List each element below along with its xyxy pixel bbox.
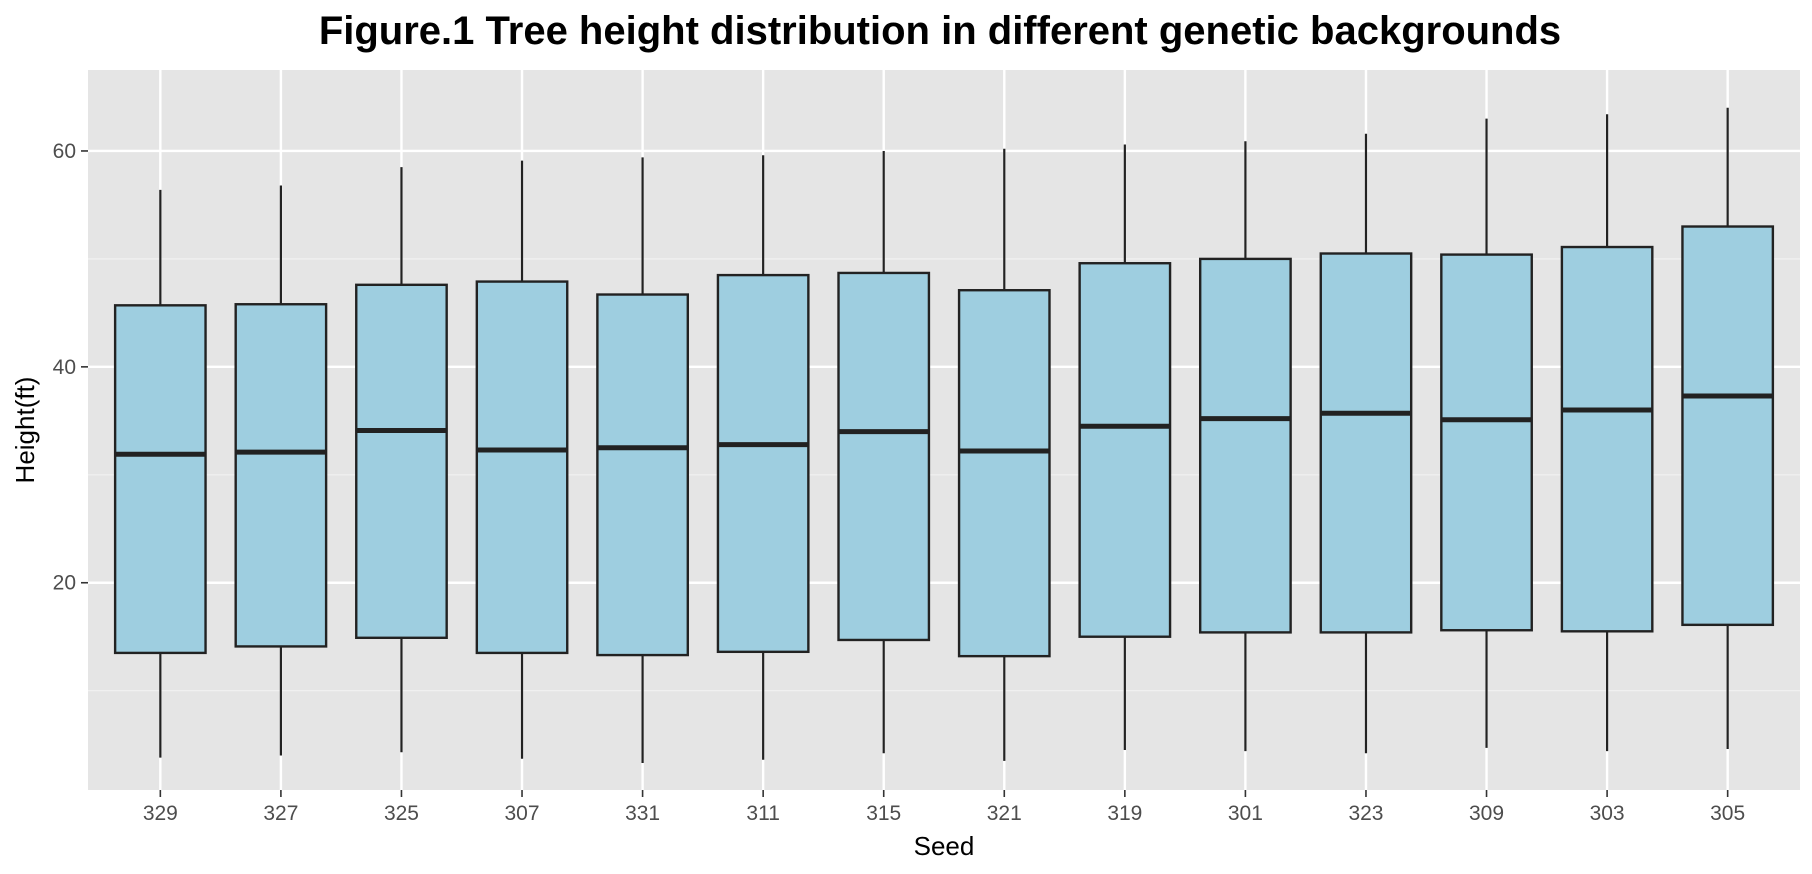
- box-iqr: [596, 293, 690, 657]
- x-tick-label: 325: [384, 802, 419, 825]
- chart-title: Figure.1 Tree height distribution in dif…: [319, 9, 1561, 53]
- box-309: [1440, 118, 1533, 748]
- x-tick-label: 331: [625, 802, 660, 825]
- x-tick-label: 327: [263, 802, 298, 825]
- box-303: [1560, 114, 1654, 752]
- box-iqr: [1319, 252, 1413, 634]
- x-tick-label: 305: [1710, 802, 1745, 825]
- x-tick-label: 323: [1348, 802, 1383, 825]
- box-iqr: [355, 283, 448, 639]
- box-iqr: [234, 303, 328, 648]
- x-tick-label: 311: [746, 802, 779, 825]
- box-iqr: [1078, 262, 1172, 638]
- box-iqr: [1681, 225, 1775, 627]
- box-315: [837, 150, 931, 754]
- box-iqr: [957, 289, 1051, 658]
- box-iqr: [1198, 257, 1292, 634]
- plot-panel: [88, 70, 1800, 790]
- x-tick-label: 315: [866, 802, 901, 825]
- box-iqr: [837, 271, 931, 642]
- box-iqr: [716, 273, 810, 654]
- x-axis: 329 327 325 307 331 311 315 321 319 301 323 309 303 3…: [143, 790, 1745, 825]
- y-tick-label: 20: [53, 572, 76, 595]
- box-301: [1198, 141, 1292, 752]
- box-307: [475, 160, 569, 759]
- x-tick-label: 301: [1228, 802, 1263, 825]
- box-iqr: [1560, 245, 1654, 633]
- box-325: [355, 167, 448, 753]
- x-axis-title: Seed: [914, 831, 975, 861]
- x-tick-label: 303: [1590, 802, 1625, 825]
- y-tick-label: 40: [53, 356, 76, 379]
- box-321: [957, 148, 1051, 761]
- box-331: [596, 157, 690, 764]
- box-iqr: [475, 280, 569, 655]
- box-319: [1078, 144, 1172, 751]
- box-series: [113, 107, 1775, 764]
- box-iqr: [113, 304, 207, 655]
- box-iqr: [1440, 253, 1533, 632]
- x-tick-label: 329: [143, 802, 178, 825]
- y-tick-label: 60: [53, 140, 76, 163]
- box-323: [1319, 133, 1413, 754]
- y-axis-title: Height(ft): [10, 377, 40, 484]
- box-327: [234, 185, 328, 756]
- box-311: [716, 155, 810, 760]
- y-axis: 20 40 60: [53, 140, 88, 595]
- x-tick-label: 309: [1469, 802, 1504, 825]
- x-tick-label: 321: [987, 802, 1022, 825]
- x-tick-label: 319: [1107, 802, 1142, 825]
- x-tick-label: 307: [505, 802, 540, 825]
- box-329: [113, 189, 207, 758]
- box-305: [1681, 107, 1775, 749]
